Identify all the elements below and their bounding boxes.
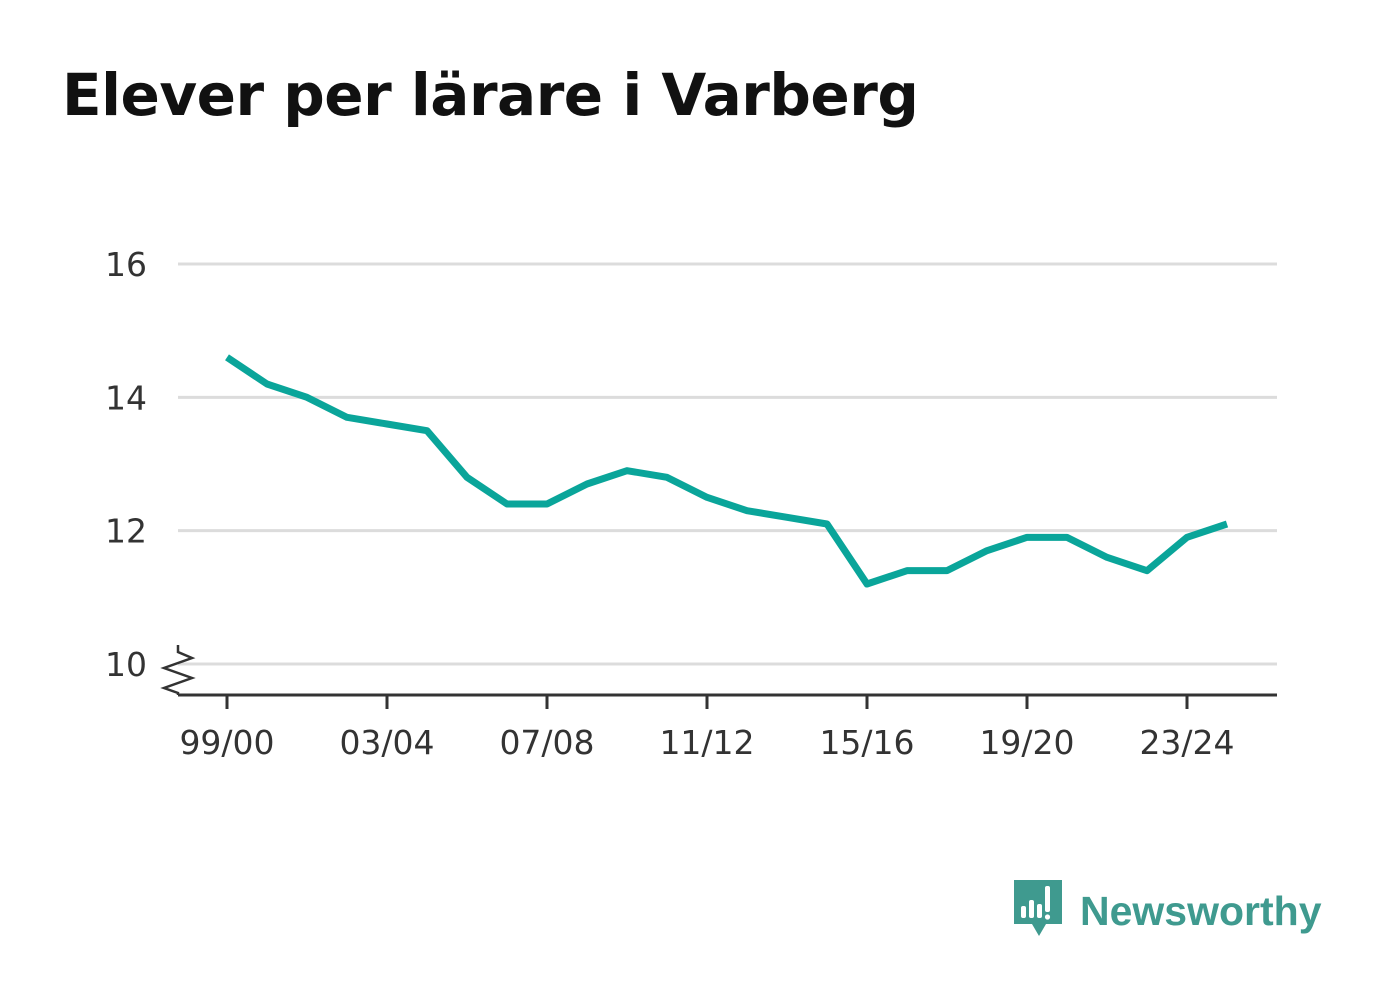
y-tick-label: 14 <box>105 378 147 417</box>
gridlines <box>178 262 1277 666</box>
x-tick-label: 07/08 <box>499 723 594 762</box>
y-tick-label: 16 <box>105 245 147 284</box>
series-layer <box>225 354 1229 588</box>
brand-name: Newsworthy <box>1080 887 1322 934</box>
x-tick-label: 03/04 <box>339 723 434 762</box>
series-line <box>225 354 1229 588</box>
x-tick-label: 19/20 <box>979 723 1074 762</box>
newsworthy-logo-icon <box>1012 878 1066 944</box>
x-tick-label: 15/16 <box>819 723 914 762</box>
chart-title: Elever per lärare i Varberg <box>62 61 919 129</box>
y-tick-label: 12 <box>105 512 147 551</box>
y-tick-label: 10 <box>105 645 147 684</box>
x-tick-label: 11/12 <box>659 723 754 762</box>
x-tick-label: 23/24 <box>1139 723 1234 762</box>
axis-break-icon <box>160 645 196 695</box>
x-tick-label: 99/00 <box>179 723 274 762</box>
y-axis-labels: 10 12 14 16 <box>105 245 196 695</box>
newsworthy-brand: Newsworthy <box>1012 878 1322 944</box>
x-axis: 99/00 03/04 07/08 11/12 15/16 19/20 23/24 <box>178 693 1277 762</box>
